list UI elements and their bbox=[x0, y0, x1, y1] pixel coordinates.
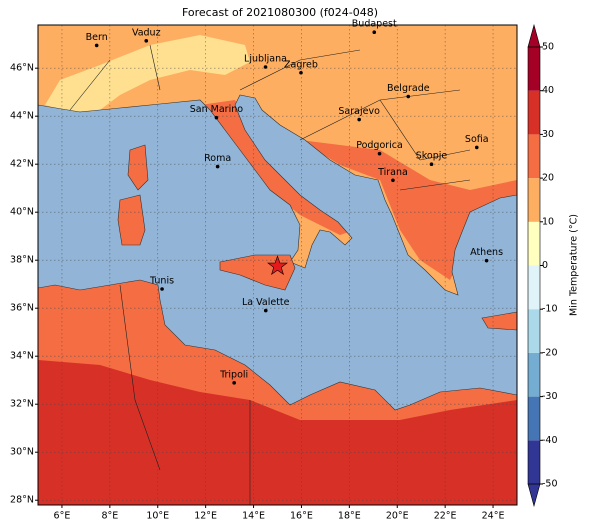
city-label: Ljubljana bbox=[244, 54, 287, 65]
map-title: Forecast of 2021080300 (f024-048) bbox=[182, 6, 378, 19]
color-band bbox=[528, 221, 540, 266]
city-dot bbox=[263, 308, 268, 313]
city-dot bbox=[484, 258, 489, 263]
city-dot bbox=[391, 178, 395, 183]
city-dot bbox=[214, 115, 219, 120]
x-tick-label: 18°E bbox=[338, 511, 361, 522]
city-label: Tripoli bbox=[219, 369, 248, 380]
y-tick-label: 42°N bbox=[10, 159, 34, 170]
colorbar-tick-label: 30 bbox=[542, 129, 554, 140]
city-dot bbox=[474, 145, 479, 150]
colorbar-tick-label: -40 bbox=[542, 435, 558, 446]
x-tick-label: 24°E bbox=[482, 511, 505, 522]
colorbar-label: Min Temperature (°C) bbox=[569, 214, 580, 316]
colorbar-tick-label: 10 bbox=[542, 216, 554, 227]
color-band bbox=[528, 309, 540, 353]
y-tick-label: 40°N bbox=[10, 207, 34, 218]
x-tick-label: 10°E bbox=[146, 511, 169, 522]
color-band bbox=[528, 134, 540, 179]
colorbar-tick-label: 50 bbox=[542, 42, 554, 53]
map-frame bbox=[37, 24, 518, 506]
y-tick-label: 34°N bbox=[10, 351, 34, 362]
y-tick-label: 44°N bbox=[10, 111, 34, 122]
city-dot bbox=[215, 164, 220, 169]
colorbar-tick-label: 0 bbox=[542, 260, 548, 271]
city-label: Tirana bbox=[377, 167, 408, 178]
x-tick-label: 6°E bbox=[54, 511, 71, 522]
gridlines bbox=[35, 25, 517, 508]
alps-cool-zone bbox=[45, 35, 250, 112]
city-label: Bern bbox=[86, 32, 108, 43]
x-tick-label: 12°E bbox=[194, 511, 217, 522]
color-band bbox=[528, 47, 540, 91]
city-dot bbox=[299, 70, 303, 75]
forecast-marker bbox=[267, 255, 288, 276]
colorbar-tick-label: -10 bbox=[542, 304, 558, 315]
colorbar-tick-label: -50 bbox=[542, 479, 558, 490]
crete bbox=[481, 311, 517, 331]
city-label: Sofia bbox=[465, 134, 489, 145]
city-label: Podgorica bbox=[356, 140, 403, 151]
city-dot bbox=[372, 30, 377, 34]
y-tick-label: 38°N bbox=[10, 255, 34, 266]
city-dot bbox=[144, 39, 149, 43]
city-label: Vaduz bbox=[132, 27, 161, 38]
city-label: Belgrade bbox=[387, 83, 430, 94]
x-tick-label: 22°E bbox=[434, 511, 457, 522]
city-label: Skopje bbox=[416, 151, 448, 162]
city-label: La Valette bbox=[242, 297, 290, 308]
color-band bbox=[528, 440, 540, 484]
city-dot bbox=[263, 65, 268, 69]
y-tick-label: 46°N bbox=[10, 63, 34, 74]
city-dot bbox=[357, 117, 361, 122]
color-band bbox=[528, 90, 540, 135]
y-tick-label: 32°N bbox=[10, 399, 34, 410]
city-label: Budapest bbox=[352, 19, 397, 30]
y-tick-label: 28°N bbox=[10, 495, 34, 506]
colorbar-extend-top bbox=[527, 23, 541, 48]
color-band bbox=[528, 352, 540, 397]
city-dot bbox=[160, 287, 164, 291]
color-band bbox=[528, 178, 540, 222]
x-tick-label: 14°E bbox=[242, 511, 265, 522]
city-label: Athens bbox=[470, 247, 503, 258]
city-label: Tunis bbox=[149, 276, 174, 287]
colorbar-tick-label: 40 bbox=[542, 85, 554, 96]
city-label: Zagreb bbox=[284, 59, 318, 70]
city-dot bbox=[406, 94, 411, 99]
city-label: Roma bbox=[204, 153, 231, 164]
colorbar-tick-label: -30 bbox=[542, 391, 558, 402]
city-label: San Marino bbox=[190, 104, 243, 115]
city-dot bbox=[232, 381, 236, 385]
colorbar-tick-label: -20 bbox=[542, 347, 558, 358]
city-label: Sarajevo bbox=[338, 106, 380, 117]
africa-hot-zone bbox=[38, 360, 517, 505]
colorbar-tick-label: 20 bbox=[542, 173, 554, 184]
y-tick-label: 30°N bbox=[10, 447, 34, 458]
city-dot bbox=[429, 162, 434, 166]
city-dot bbox=[377, 151, 382, 156]
city-dot bbox=[94, 43, 99, 48]
x-tick-label: 20°E bbox=[386, 511, 409, 522]
color-band bbox=[528, 396, 540, 441]
y-tick-label: 36°N bbox=[10, 303, 34, 314]
x-tick-label: 8°E bbox=[101, 511, 118, 522]
color-band bbox=[528, 265, 540, 310]
corsica bbox=[127, 144, 149, 191]
x-tick-label: 16°E bbox=[290, 511, 313, 522]
sardinia bbox=[117, 194, 146, 246]
colorbar-extend-bottom bbox=[527, 483, 541, 508]
